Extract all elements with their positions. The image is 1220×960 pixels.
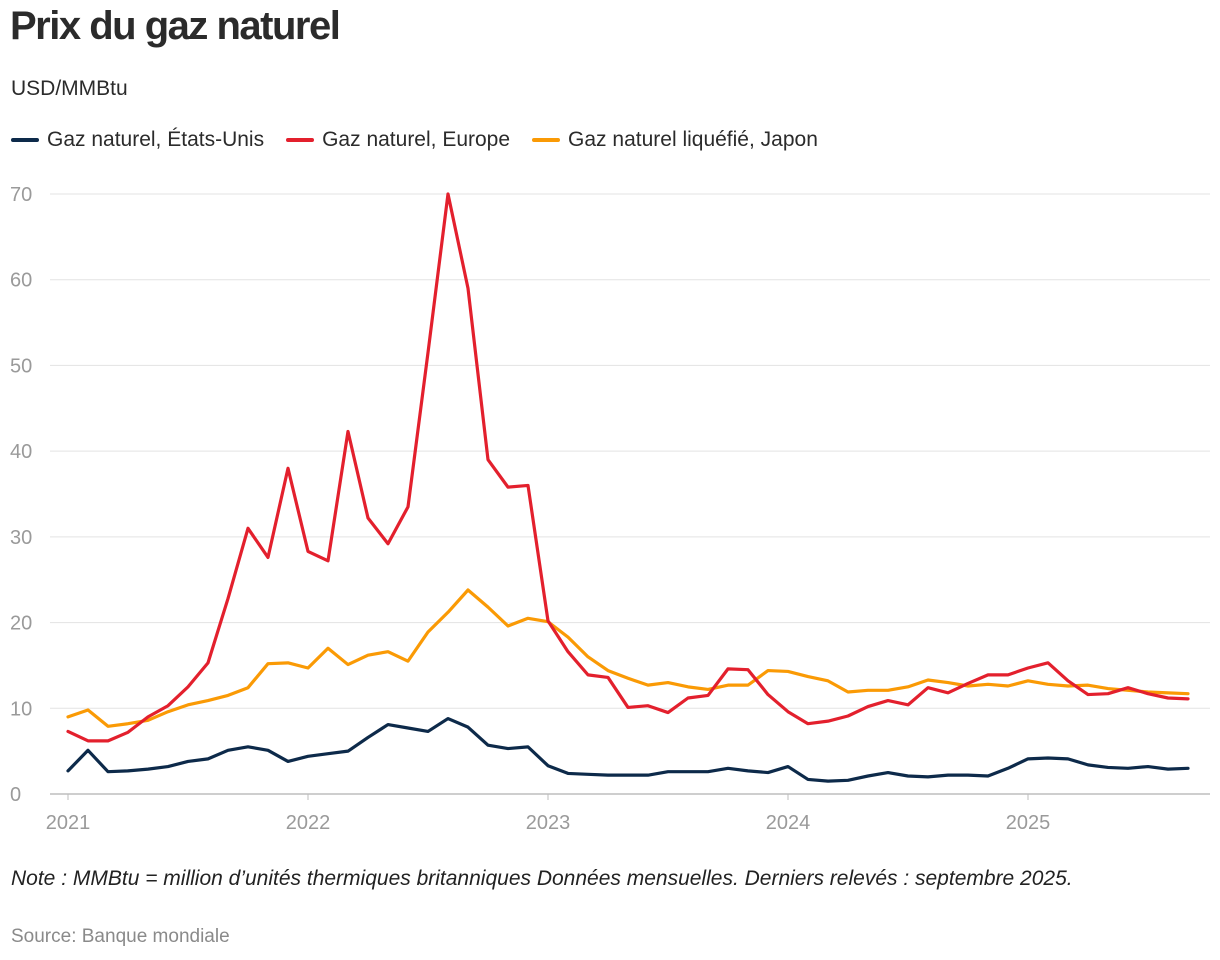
chart-source: Source: Banque mondiale [11,926,230,947]
y-tick-label-10: 10 [10,698,32,720]
legend-label-europe: Gaz naturel, Europe [322,128,511,151]
x-tick-label-2022: 2022 [286,812,331,834]
series-line-europe[interactable] [66,192,1190,743]
y-tick-label-30: 30 [10,527,32,549]
legend-label-japan: Gaz naturel liquéfié, Japon [568,128,818,151]
y-tick-label-20: 20 [10,613,32,635]
y-gridlines: 0 10 20 30 40 50 60 70 [10,184,1210,806]
legend-swatch-us [11,138,39,142]
chart-title: Prix du gaz naturel [10,4,341,48]
y-tick-label-70: 70 [10,184,32,206]
legend-item-europe[interactable]: Gaz naturel, Europe [286,128,510,152]
series-line-japan[interactable] [66,588,1190,728]
legend-label-us: Gaz naturel, États-Unis [47,128,265,151]
legend-swatch-japan [532,138,561,142]
y-tick-label-40: 40 [10,441,32,463]
y-tick-label-50: 50 [10,355,32,377]
x-axis: 2021 2022 2023 2024 2025 [46,794,1051,834]
x-tick-label-2021: 2021 [46,812,91,834]
x-tick-label-2024: 2024 [766,812,811,834]
legend-swatch-europe [286,138,315,142]
y-tick-label-60: 60 [10,270,32,292]
series-line-us[interactable] [66,716,1190,783]
legend-item-us[interactable]: Gaz naturel, États-Unis [11,128,264,152]
chart-legend: Gaz naturel, États-Unis Gaz naturel, Eur… [11,128,840,152]
legend-item-japan[interactable]: Gaz naturel liquéfié, Japon [532,128,818,152]
x-tick-label-2025: 2025 [1006,812,1051,834]
chart-subtitle: USD/MMBtu [11,77,128,100]
x-tick-label-2023: 2023 [526,812,571,834]
chart-note: Note : MMBtu = million d’unités thermiqu… [11,867,1073,890]
y-tick-label-0: 0 [10,784,21,806]
